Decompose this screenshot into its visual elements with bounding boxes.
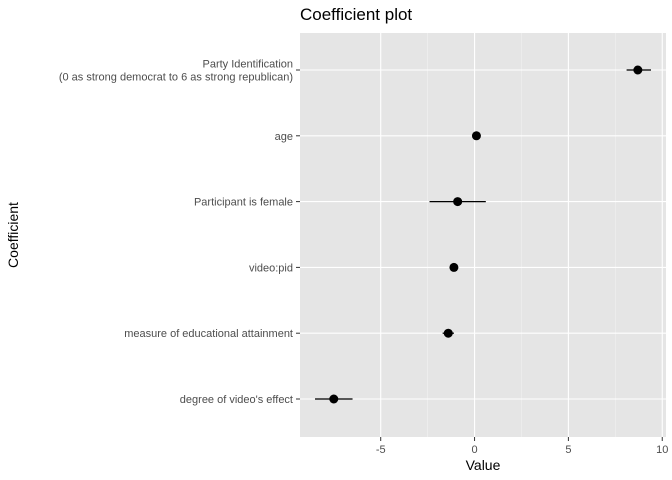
- x-tick-label: 0: [471, 444, 477, 456]
- plot-panel: [300, 33, 666, 437]
- y-tick-label: (0 as strong democrat to 6 as strong rep…: [59, 72, 293, 84]
- y-tick-label: video:pid: [249, 262, 293, 274]
- x-tick-label: -5: [376, 444, 386, 456]
- axis-ticks: [296, 69, 663, 441]
- y-tick-label: age: [275, 131, 293, 143]
- chart-title: Coefficient plot: [300, 5, 412, 24]
- grid-lines: [300, 33, 666, 437]
- x-axis-tick-labels: -5 0 5 10: [376, 444, 669, 456]
- y-axis-title: Coefficient: [5, 202, 21, 268]
- y-tick-label: measure of educational attainment: [124, 328, 293, 340]
- x-axis-title: Value: [466, 457, 501, 473]
- coefficient-point: [633, 65, 643, 75]
- coefficient-point: [329, 394, 339, 404]
- y-tick-label: Party Identification: [203, 59, 294, 71]
- coefficient-point: [453, 197, 463, 207]
- y-tick-label: degree of video's effect: [180, 394, 293, 406]
- coefficient-point: [471, 131, 481, 141]
- x-tick-label: 10: [656, 444, 668, 456]
- coefficient-point: [449, 262, 459, 272]
- y-axis-tick-labels: Party Identification(0 as strong democra…: [59, 59, 293, 407]
- coefficient-marks: [315, 65, 651, 404]
- x-tick-label: 5: [565, 444, 571, 456]
- coefficient-point: [443, 328, 453, 338]
- y-tick-label: Participant is female: [194, 197, 293, 209]
